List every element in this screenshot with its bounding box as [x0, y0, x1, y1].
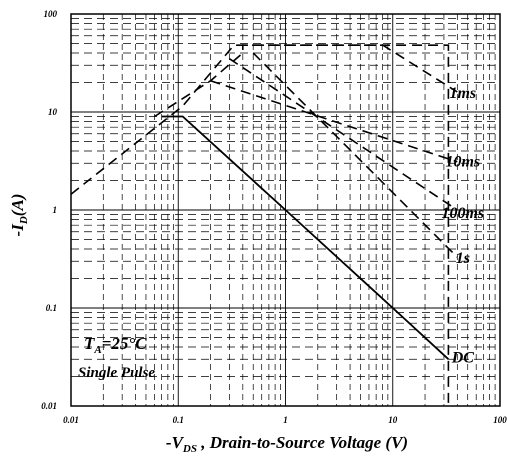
x-tick-label: 1 — [283, 415, 288, 425]
condition-ta-main: T — [84, 334, 95, 353]
x-axis-label-rest: , Drain-to-Source Voltage (V) — [197, 433, 408, 452]
y-tick-label: 0.01 — [41, 401, 57, 411]
x-tick-label: 10 — [388, 415, 398, 425]
series-line-10ms — [210, 80, 458, 163]
condition-label-pulse: Single Pulse — [78, 365, 155, 381]
y-tick-label: 10 — [48, 107, 58, 117]
y-tick-label: 1 — [53, 205, 58, 215]
plot-frame — [70, 13, 501, 407]
y-tick-label: 0.1 — [46, 303, 57, 313]
x-axis-label: -VDS , Drain-to-Source Voltage (V) — [166, 433, 408, 455]
series-line-100ms — [228, 58, 458, 211]
x-axis-label-main: -V — [166, 433, 185, 452]
series-labels: 1ms 10ms 100ms 1s DC — [441, 85, 484, 366]
y-axis-label-sub: D — [18, 216, 30, 225]
series-line-dc — [161, 115, 450, 360]
y-axis-label: -ID(A) — [8, 194, 30, 237]
x-axis-label-sub: DS — [182, 443, 197, 455]
series-line-1s — [252, 52, 458, 258]
series-label-1s: 1s — [456, 250, 470, 267]
series-line-1ms — [154, 44, 458, 118]
y-axis-label-main: -I — [8, 223, 27, 237]
x-tick-label: 100 — [493, 415, 507, 425]
series-label-10ms: 10ms — [445, 153, 480, 170]
condition-label-ta: TA=25°C — [84, 334, 147, 356]
y-axis-label-rest: (A) — [8, 194, 27, 217]
series-layer — [70, 44, 458, 406]
condition-ta-rest: =25°C — [102, 334, 147, 353]
y-tick-label: 100 — [44, 9, 58, 19]
series-label-1ms: 1ms — [449, 85, 476, 102]
x-tick-label: 0.01 — [63, 415, 79, 425]
series-label-dc: DC — [451, 349, 475, 366]
x-tick-label: 0.1 — [173, 415, 184, 425]
series-label-100ms: 100ms — [441, 205, 484, 222]
tick-labels: 0.01 0.1 1 10 100 0.01 0.1 1 10 100 — [41, 9, 507, 425]
condition-ta-sub: A — [93, 344, 101, 356]
